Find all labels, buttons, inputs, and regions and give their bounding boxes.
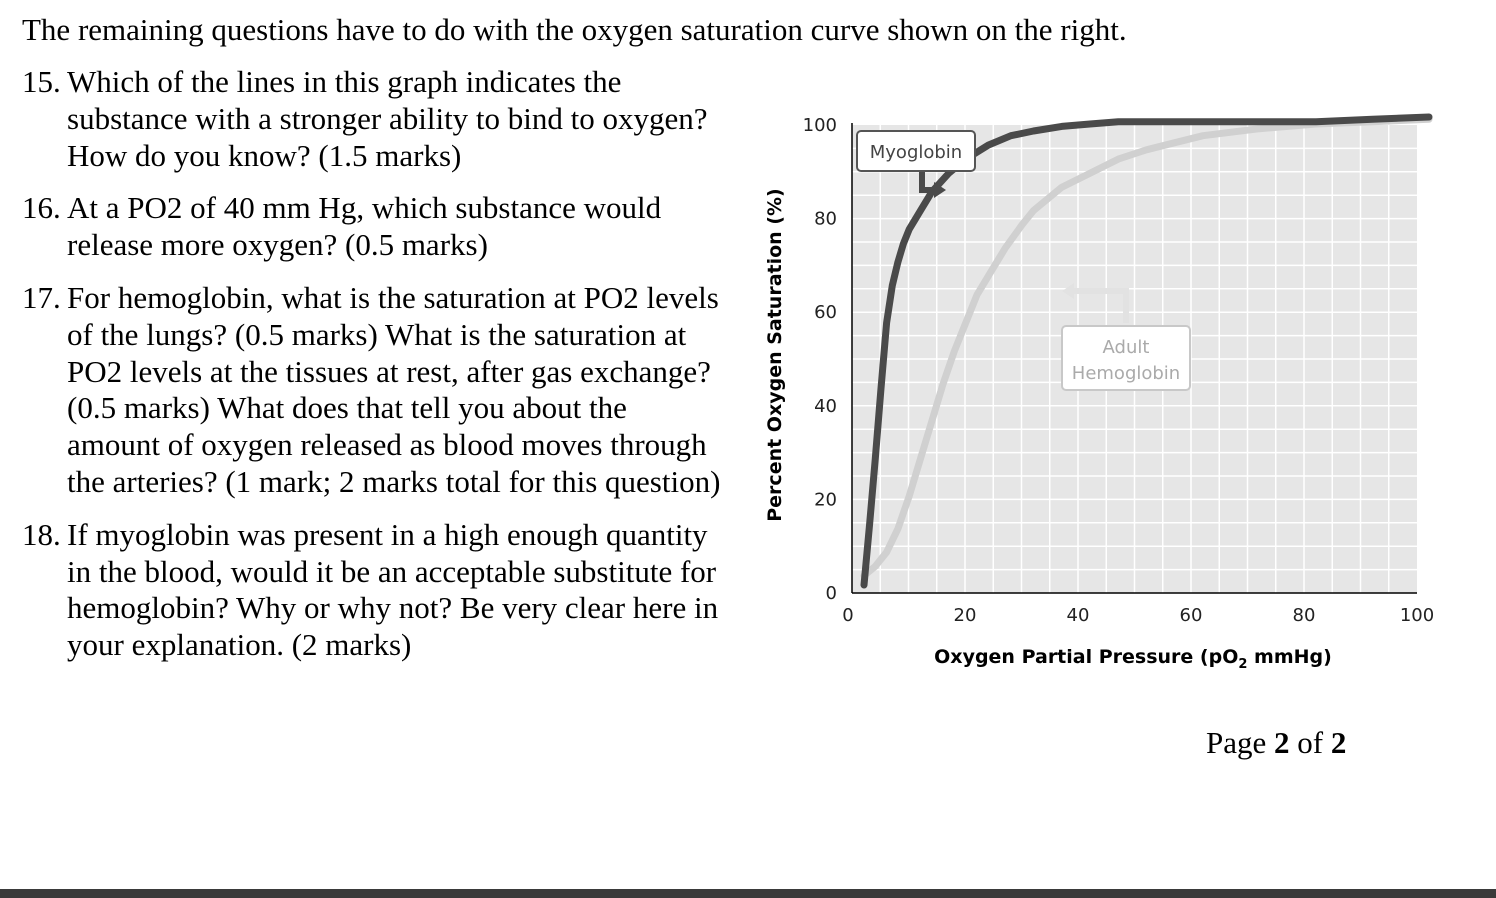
hemoglobin-label-line2: Hemoglobin <box>1072 363 1180 384</box>
y-tick-label: 20 <box>814 489 837 510</box>
y-tick-label: 80 <box>814 209 837 230</box>
question-text: At a PO2 of 40 mm Hg, which substance wo… <box>67 190 662 263</box>
hemoglobin-curve <box>860 115 1433 580</box>
question-list: 15. Which of the lines in this graph ind… <box>22 64 722 680</box>
question-number: 15. <box>22 64 61 99</box>
footer-middle: of <box>1289 725 1331 760</box>
question-number: 18. <box>22 516 61 552</box>
hemoglobin-arrow <box>1072 288 1129 323</box>
question-text: For hemoglobin, what is the saturation a… <box>67 279 721 499</box>
bottom-bar <box>0 889 1496 898</box>
question-17: 17. For hemoglobin, what is the saturati… <box>22 280 722 501</box>
myoglobin-arrow-head <box>934 182 946 198</box>
oxygen-saturation-chart: 0 20 40 60 80 100 0 20 40 60 80 100 Adult Hemoglob… <box>764 113 1434 672</box>
x-axis-label: Oxygen Partial Pressure (pO2 mmHg) <box>934 646 1332 672</box>
x-axis-ticks: 0 20 40 60 80 100 <box>842 605 1434 626</box>
x-tick-label: 0 <box>842 605 853 626</box>
question-18: 18. If myoglobin was present in a high e… <box>22 517 722 664</box>
x-tick-label: 100 <box>1400 605 1434 626</box>
x-tick-label: 20 <box>954 605 977 626</box>
question-text: Which of the lines in this graph indicat… <box>67 64 708 173</box>
y-tick-label: 0 <box>826 583 837 604</box>
y-tick-label: 60 <box>814 302 837 323</box>
myoglobin-label: Myoglobin <box>870 142 962 163</box>
hemoglobin-arrow-head <box>1062 283 1074 299</box>
total-pages: 2 <box>1330 725 1347 760</box>
hemoglobin-label-line1: Adult <box>1103 337 1150 358</box>
page-footer: Page 2 of 2 <box>1206 724 1346 762</box>
y-axis-ticks: 0 20 40 60 80 100 <box>803 115 837 604</box>
question-number: 16. <box>22 190 61 226</box>
question-15: 15. Which of the lines in this graph ind… <box>22 64 722 174</box>
y-axis-label: Percent Oxygen Saturation (%) <box>764 188 786 521</box>
x-tick-label: 80 <box>1293 605 1316 626</box>
current-page: 2 <box>1274 725 1290 760</box>
question-number: 17. <box>22 279 61 315</box>
y-tick-label: 40 <box>814 396 837 417</box>
question-text: If myoglobin was present in a high enoug… <box>67 516 719 663</box>
x-tick-label: 40 <box>1067 605 1090 626</box>
x-tick-label: 60 <box>1180 605 1203 626</box>
hemoglobin-label-box <box>1061 325 1191 391</box>
question-16: 16. At a PO2 of 40 mm Hg, which substanc… <box>22 190 722 264</box>
intro-text: The remaining questions have to do with … <box>22 12 1127 47</box>
axes <box>851 123 1417 594</box>
footer-prefix: Page <box>1206 725 1275 760</box>
myoglobin-label-box <box>856 130 976 172</box>
y-tick-label: 100 <box>803 115 837 136</box>
